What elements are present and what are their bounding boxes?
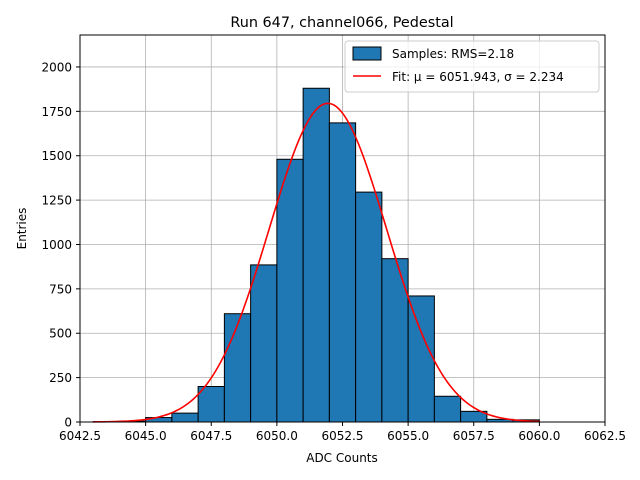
histogram-bar: [433, 395, 462, 423]
legend-histogram-label: Samples: RMS=2.18: [392, 47, 514, 61]
x-tick-label: 6055.0: [387, 429, 429, 443]
y-tick-label: 750: [49, 282, 72, 296]
x-tick-label: 6050.0: [256, 429, 298, 443]
x-axis-label: ADC Counts: [306, 451, 378, 465]
y-tick-label: 250: [49, 371, 72, 385]
histogram-bar: [328, 122, 357, 423]
x-tick-label: 6062.5: [584, 429, 626, 443]
y-tick-label: 0: [64, 416, 72, 430]
chart-title: Run 647, channel066, Pedestal: [230, 15, 453, 31]
y-tick-label: 1250: [41, 194, 72, 208]
histogram-bar: [171, 412, 199, 423]
histogram-bar: [276, 158, 304, 423]
x-tick-label: 6047.5: [190, 429, 232, 443]
y-tick-label: 1750: [41, 105, 72, 119]
x-tick-label: 6052.5: [322, 429, 364, 443]
y-tick-label: 2000: [41, 60, 72, 74]
legend-histogram-swatch: [352, 46, 382, 61]
x-tick-label: 6060.0: [518, 429, 560, 443]
y-tick-label: 500: [49, 327, 72, 341]
x-axis-ticks: 6042.5 6045.0 6047.5 6050.0 6052.5 6055.0 6057…: [59, 422, 626, 443]
fit-curve-layer: [93, 102, 540, 423]
legend: Samples: RMS=2.18 Fit: μ = 6051.943, σ =…: [344, 40, 600, 93]
histogram-bar: [302, 87, 330, 423]
y-axis-label: Entries: [15, 208, 29, 250]
x-tick-label: 6057.5: [453, 429, 495, 443]
histogram-bar: [197, 385, 225, 423]
histogram-bar: [223, 313, 252, 423]
histogram-bar: [407, 295, 435, 423]
y-axis-ticks: 0 250 500 750 1000 1250 1500 1750 2000: [41, 60, 80, 430]
legend-fit-label: Fit: μ = 6051.943, σ = 2.234: [392, 70, 564, 84]
x-tick-label: 6045.0: [125, 429, 167, 443]
y-tick-label: 1000: [41, 238, 72, 252]
histogram-bar: [355, 191, 383, 423]
legend-box: [344, 40, 600, 93]
fit-curve: [93, 102, 540, 423]
histogram-bar: [250, 264, 278, 423]
x-tick-label: 6042.5: [59, 429, 101, 443]
y-tick-label: 1500: [41, 149, 72, 163]
